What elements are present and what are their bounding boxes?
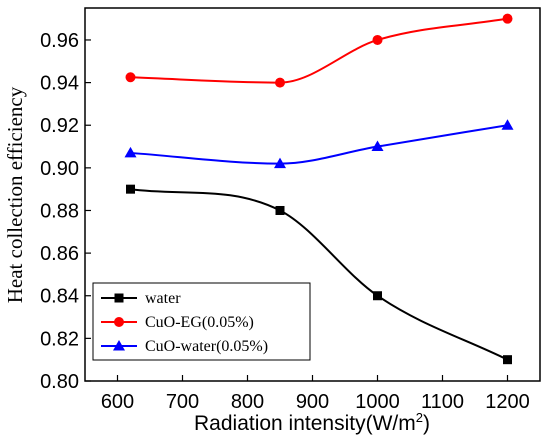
- legend: water CuO-EG(0.05%) CuO-water(0.05%): [92, 282, 311, 361]
- data-point-1: [502, 13, 513, 24]
- data-point-0: [503, 355, 512, 365]
- x-tick-label: 800: [231, 391, 264, 413]
- x-axis-title: Radiation intensity(W/m2): [194, 410, 430, 435]
- data-point-2: [501, 119, 514, 130]
- y-tick-label: 0.84: [40, 286, 79, 308]
- legend-label-1: CuO-EG(0.05%): [145, 314, 254, 331]
- data-point-0: [373, 291, 382, 301]
- data-point-1: [275, 77, 285, 88]
- legend-marker-2: [113, 340, 125, 351]
- legend-label-0: water: [145, 290, 181, 307]
- y-tick-label: 0.94: [40, 73, 79, 95]
- data-point-0: [275, 205, 285, 215]
- data-point-0: [126, 184, 135, 194]
- x-tick-label: 1200: [485, 391, 530, 413]
- y-tick-label: 0.90: [40, 158, 79, 180]
- data-point-2: [124, 146, 137, 158]
- series-line-2: [130, 124, 508, 165]
- data-point-1: [125, 72, 136, 83]
- legend-marker-0: [114, 293, 124, 303]
- data-point-2: [274, 157, 286, 169]
- x-tick-label: 1000: [355, 391, 400, 413]
- x-tick-label: 900: [296, 391, 329, 413]
- series-markers: [124, 13, 514, 365]
- y-tick-label: 0.86: [40, 243, 79, 265]
- y-axis-ticks: 0.80 0.82 0.84 0.86 0.88 0.90 0.92 0.94 0.96: [40, 30, 91, 393]
- legend-label-2: CuO-water(0.05%): [145, 338, 268, 355]
- y-axis-title: Heat collection efficiency: [3, 86, 27, 303]
- series-line-1: [130, 17, 508, 84]
- data-point-1: [372, 34, 383, 45]
- y-tick-label: 0.96: [40, 30, 79, 52]
- series-line-0: [130, 188, 508, 361]
- x-tick-label: 700: [166, 391, 199, 413]
- x-tick-label: 600: [101, 391, 134, 413]
- series-curves: [130, 17, 508, 361]
- y-tick-label: 0.82: [40, 328, 79, 350]
- y-tick-label: 0.80: [40, 371, 79, 393]
- x-tick-label: 1100: [421, 391, 464, 413]
- y-tick-label: 0.88: [40, 200, 79, 222]
- legend-marker-1: [114, 317, 124, 327]
- x-axis-ticks: 600 700 800 900 1000 1100 1200: [101, 375, 530, 413]
- data-point-2: [371, 140, 384, 152]
- y-tick-label: 0.92: [40, 115, 79, 137]
